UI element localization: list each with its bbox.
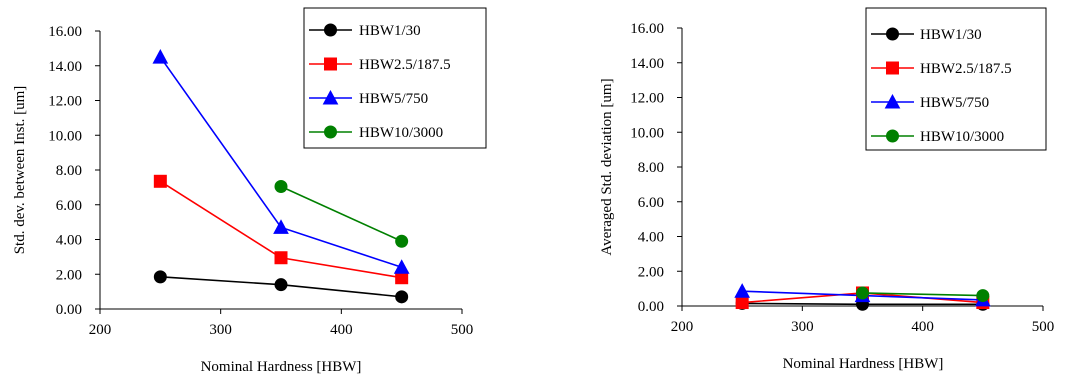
legend-marker	[324, 23, 337, 37]
series-3	[152, 49, 410, 274]
x-tick-label: 400	[330, 322, 353, 338]
legend-item: HBW1/30	[309, 23, 421, 39]
legend-label: HBW10/3000	[359, 125, 443, 141]
y-axis-label: Std. dev. between Inst. [um]	[12, 86, 28, 255]
series-4	[856, 286, 990, 303]
data-point-marker	[273, 219, 289, 234]
legend: HBW1/30 HBW2.5/187.5 HBW5/750 HBW10/3000	[865, 7, 1047, 151]
y-tick-label: 4.00	[638, 230, 664, 246]
legend-label: HBW1/30	[359, 23, 421, 39]
x-tick-label: 300	[209, 322, 232, 338]
legend-item: HBW5/750	[309, 89, 428, 107]
data-point-marker	[274, 251, 288, 265]
legend-label: HBW5/750	[920, 95, 989, 111]
y-tick-label: 16.00	[48, 24, 82, 40]
y-tick-label: 6.00	[638, 195, 664, 211]
x-tick-label: 200	[89, 322, 112, 338]
legend-box	[303, 7, 487, 149]
legend-item: HBW1/30	[871, 27, 982, 43]
legend-label: HBW5/750	[359, 91, 428, 107]
y-tick-label: 14.00	[630, 56, 664, 72]
x-axis-label: Nominal Hardness [HBW]	[783, 356, 944, 372]
y-tick-label: 6.00	[56, 198, 82, 214]
data-point-marker	[152, 49, 169, 64]
y-tick-label: 2.00	[638, 264, 664, 280]
y-tick-label: 8.00	[56, 163, 82, 179]
legend-item: HBW2.5/187.5	[309, 57, 451, 73]
legend-marker	[884, 93, 901, 109]
data-point-marker	[393, 259, 410, 274]
y-tick-label: 10.00	[630, 125, 664, 141]
data-point-marker	[153, 270, 167, 284]
x-tick-label: 300	[791, 319, 814, 335]
x-tick-label: 500	[451, 322, 474, 338]
y-tick-label: 14.00	[48, 59, 82, 75]
data-point-marker	[976, 289, 990, 303]
y-tick-label: 12.00	[630, 91, 664, 107]
legend-marker	[324, 125, 337, 139]
series-line	[862, 292, 983, 297]
legend-marker	[886, 129, 899, 143]
data-point-marker	[274, 180, 288, 194]
data-point-marker	[734, 283, 751, 298]
x-axis-label: Nominal Hardness [HBW]	[201, 359, 362, 375]
y-tick-label: 8.00	[638, 160, 664, 176]
legend-label: HBW1/30	[920, 27, 982, 43]
y-tick-label: 10.00	[48, 128, 82, 144]
y-tick-label: 0.00	[638, 299, 664, 315]
y-tick-label: 16.00	[630, 21, 664, 37]
data-point-marker	[153, 174, 167, 188]
data-point-marker	[856, 286, 869, 300]
legend-label: HBW2.5/187.5	[359, 57, 451, 73]
legend-item: HBW5/750	[871, 93, 989, 111]
data-point-marker	[274, 278, 288, 292]
x-tick-label: 500	[1032, 319, 1055, 335]
chart-panel-1: 0.00 2.00 4.00 6.00 8.00 10.00 12.00 14.00 16.00…	[12, 7, 487, 375]
chart-panel-2: 0.00 2.00 4.00 6.00 8.00 10.00 12.00 14.00 16.00…	[599, 7, 1055, 372]
legend-label: HBW2.5/187.5	[920, 61, 1012, 77]
legend-item: HBW10/3000	[309, 125, 443, 141]
legend-marker	[886, 61, 899, 75]
legend-item: HBW10/3000	[871, 129, 1004, 145]
legend-marker	[322, 89, 339, 105]
legend-marker	[324, 57, 337, 71]
series-2	[153, 174, 409, 285]
x-tick-label: 400	[911, 319, 934, 335]
series-4	[274, 180, 409, 248]
legend: HBW1/30 HBW2.5/187.5 HBW5/750 HBW10/3000	[303, 7, 487, 149]
y-axis-label: Averaged Std. deviation [um]	[599, 78, 615, 255]
series-line	[280, 185, 402, 242]
y-tick-label: 2.00	[56, 267, 82, 283]
y-tick-label: 0.00	[56, 302, 82, 318]
data-point-marker	[735, 296, 749, 310]
data-point-marker	[395, 290, 409, 304]
data-point-marker	[395, 234, 409, 248]
legend-item: HBW2.5/187.5	[871, 61, 1012, 77]
x-tick-label: 200	[671, 319, 694, 335]
series-1	[153, 270, 409, 304]
y-tick-label: 4.00	[56, 233, 82, 249]
legend-marker	[886, 27, 899, 41]
legend-label: HBW10/3000	[920, 129, 1004, 145]
y-tick-label: 12.00	[48, 94, 82, 110]
